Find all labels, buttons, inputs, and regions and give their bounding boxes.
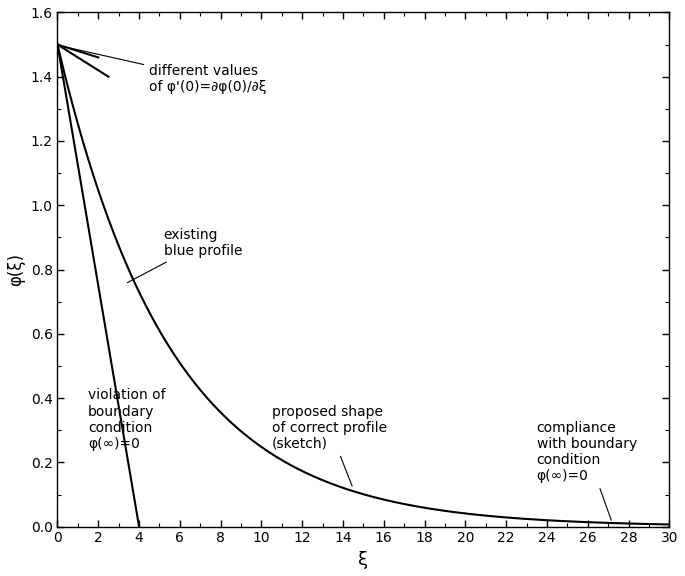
Text: violation of
boundary
condition
φ(∞)=0: violation of boundary condition φ(∞)=0 [88,388,166,451]
Text: existing
blue profile: existing blue profile [127,228,242,283]
Y-axis label: φ(ξ): φ(ξ) [7,253,25,286]
Text: compliance
with boundary
condition
φ(∞)=0: compliance with boundary condition φ(∞)=… [537,420,637,520]
X-axis label: ξ: ξ [358,551,369,569]
Text: different values
of φ'(0)=∂φ(0)/∂ξ: different values of φ'(0)=∂φ(0)/∂ξ [63,47,266,94]
Text: proposed shape
of correct profile
(sketch): proposed shape of correct profile (sketc… [272,404,387,486]
